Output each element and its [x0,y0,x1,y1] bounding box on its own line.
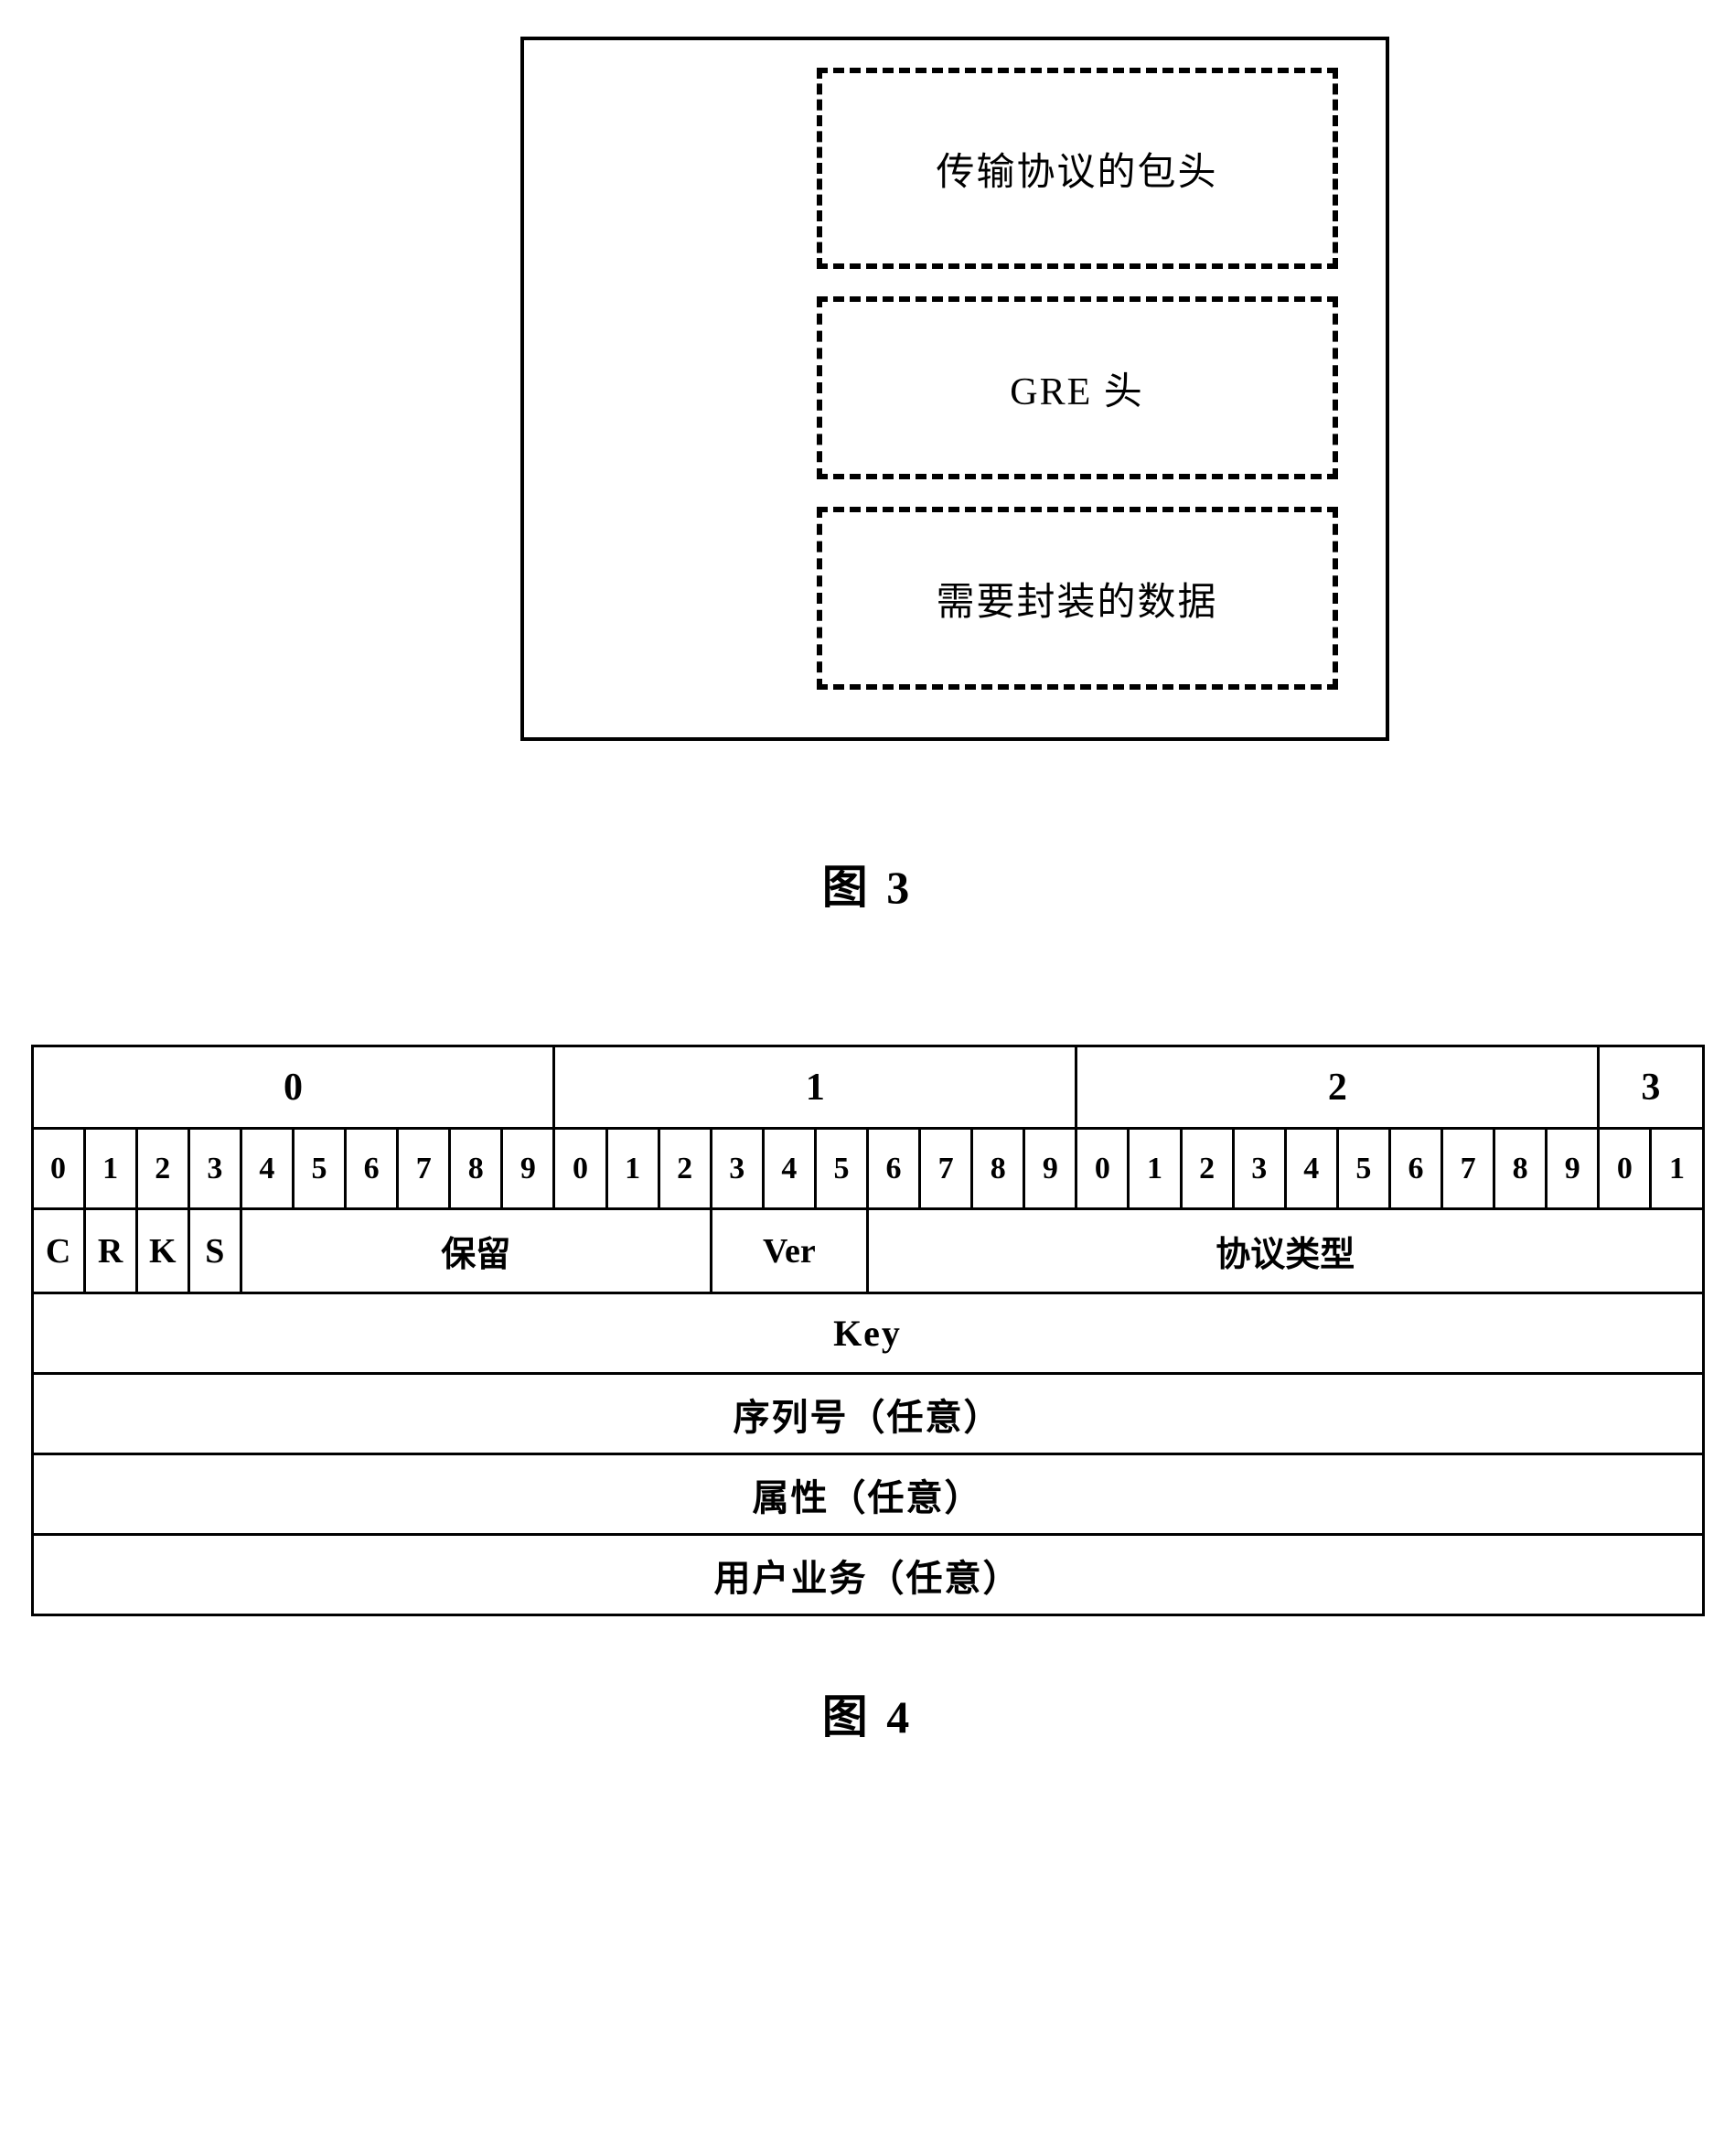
bit-number-cell: 2 [136,1129,188,1209]
bit-number-cell: 3 [1233,1129,1285,1209]
full-width-field-row: 序列号（任意） [32,1374,1703,1454]
field-cell: S [188,1209,241,1293]
bit-number-cell: 1 [606,1129,659,1209]
full-width-field-cell: 序列号（任意） [32,1374,1703,1454]
bit-number-cell: 3 [711,1129,763,1209]
full-width-field-cell: Key [32,1293,1703,1374]
figure3-caption: 图 3 [18,851,1717,917]
bit-number-cell: 6 [868,1129,920,1209]
field-cell: 保留 [241,1209,711,1293]
full-width-field-row: 用户业务（任意） [32,1535,1703,1615]
layer-gre-header: GRE 头 [817,296,1338,479]
bit-number-cell: 8 [1494,1129,1547,1209]
bit-number-cell: 9 [1547,1129,1599,1209]
bit-number-cell: 1 [84,1129,136,1209]
bit-number-cell: 7 [1442,1129,1494,1209]
layer-payload: 需要封装的数据 [817,507,1338,690]
bit-number-cell: 7 [920,1129,972,1209]
bit-number-cell: 9 [502,1129,554,1209]
bit-number-cell: 4 [241,1129,293,1209]
bit-number-cell: 5 [293,1129,345,1209]
bit-number-cell: 1 [1129,1129,1181,1209]
bit-number-cell: 2 [1181,1129,1233,1209]
octet-header-cell: 0 [32,1046,554,1129]
octet-header-cell: 3 [1599,1046,1703,1129]
bit-number-cell: 4 [1285,1129,1337,1209]
bit-number-cell: 9 [1024,1129,1076,1209]
layer-label: 需要封装的数据 [936,571,1217,627]
field-cell: Ver [711,1209,867,1293]
bit-number-cell: 1 [1651,1129,1703,1209]
bit-number-cell: 8 [972,1129,1024,1209]
bit-number-row: 01234567890123456789012345678901 [32,1129,1703,1209]
layer-transport-header: 传输协议的包头 [817,68,1338,269]
figure4-caption: 图 4 [18,1680,1717,1746]
field-cell: R [84,1209,136,1293]
bit-number-cell: 0 [32,1129,84,1209]
packet-stack-outer: 传输协议的包头 GRE 头 需要封装的数据 [520,37,1389,741]
bit-number-cell: 5 [815,1129,867,1209]
bit-number-cell: 0 [1076,1129,1129,1209]
bit-number-cell: 3 [188,1129,241,1209]
octet-header-cell: 2 [1076,1046,1599,1129]
full-width-field-cell: 用户业务（任意） [32,1535,1703,1615]
full-width-field-cell: 属性（任意） [32,1454,1703,1535]
octet-header-cell: 1 [554,1046,1076,1129]
full-width-field-row: Key [32,1293,1703,1374]
bit-number-cell: 6 [1389,1129,1441,1209]
bit-number-cell: 7 [398,1129,450,1209]
bit-number-cell: 4 [763,1129,815,1209]
named-fields-row: CRKS保留Ver协议类型 [32,1209,1703,1293]
bit-number-cell: 8 [450,1129,502,1209]
layer-label: 传输协议的包头 [936,141,1217,197]
gre-header-bitfield-table: 0123 01234567890123456789012345678901 CR… [31,1045,1705,1616]
layer-label: GRE 头 [1010,360,1144,416]
bit-number-cell: 5 [1337,1129,1389,1209]
octet-header-row: 0123 [32,1046,1703,1129]
field-cell: 协议类型 [868,1209,1704,1293]
field-cell: K [136,1209,188,1293]
bit-number-cell: 6 [346,1129,398,1209]
bit-number-cell: 0 [1599,1129,1651,1209]
field-cell: C [32,1209,84,1293]
bit-number-cell: 2 [659,1129,711,1209]
full-width-field-row: 属性（任意） [32,1454,1703,1535]
bit-number-cell: 0 [554,1129,606,1209]
